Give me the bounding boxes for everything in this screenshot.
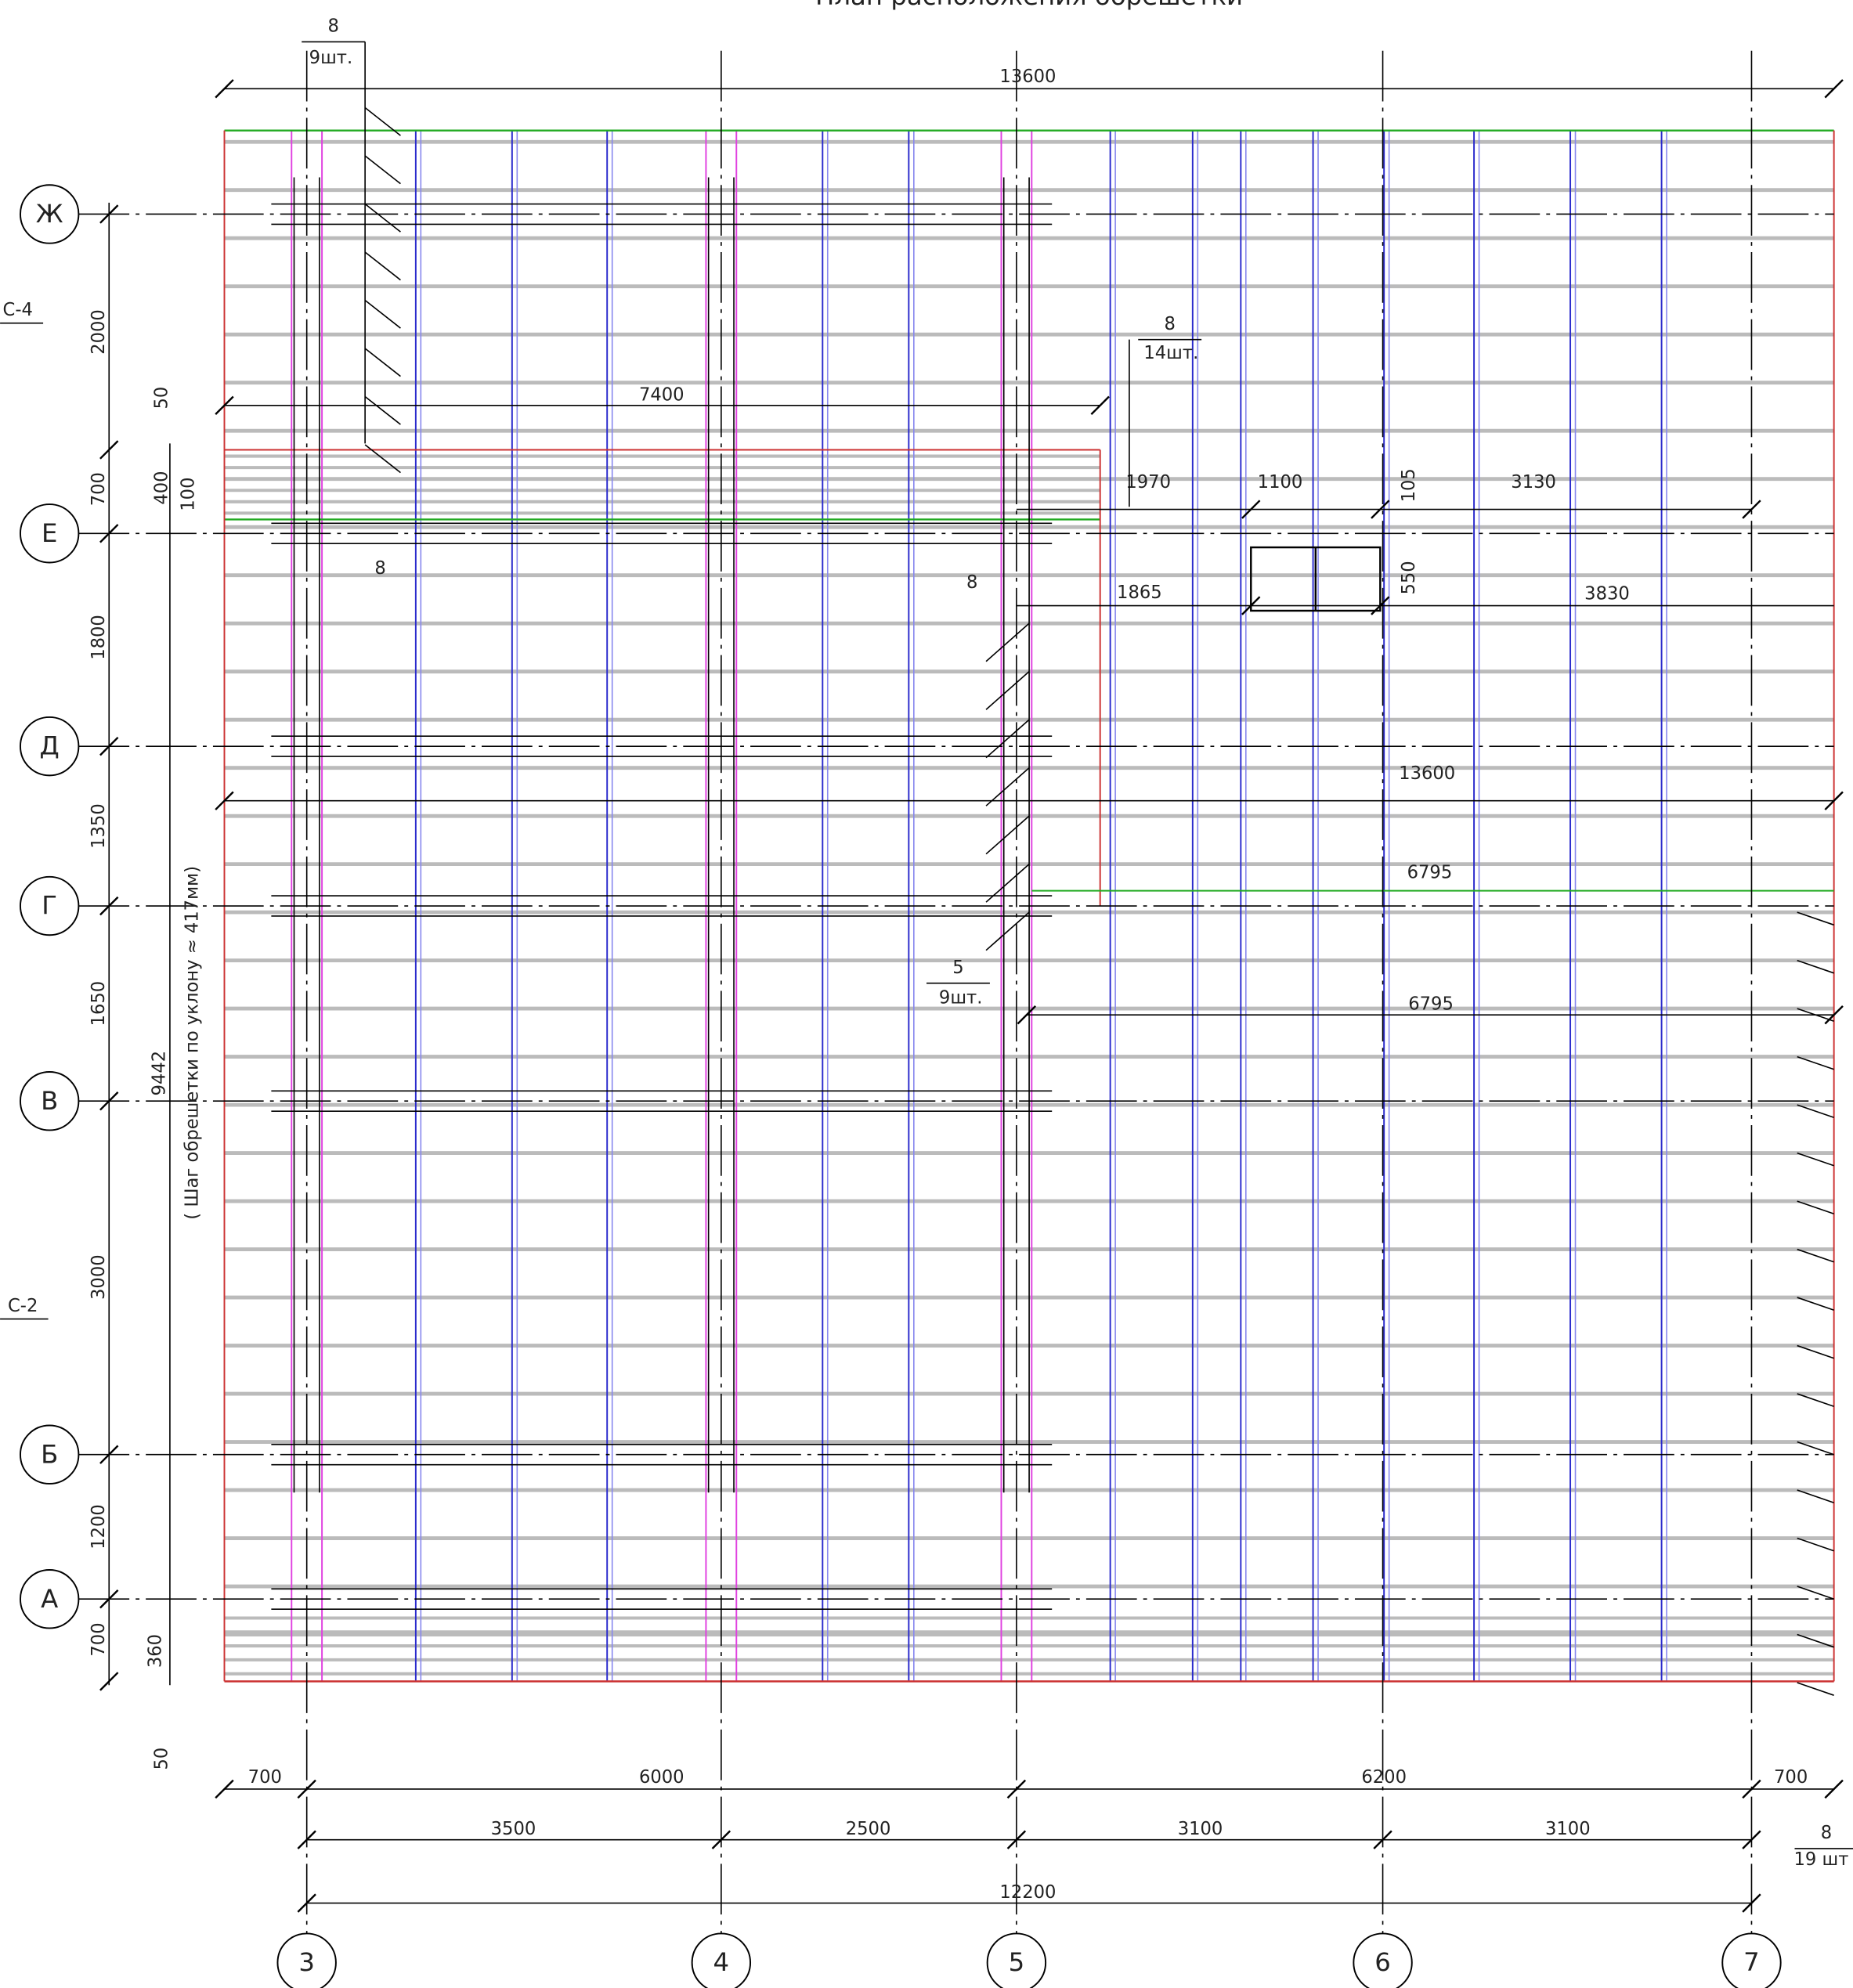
label: 3830	[1584, 583, 1630, 604]
label: 400	[152, 471, 172, 504]
label: Б	[41, 1439, 58, 1469]
label: 3000	[88, 1254, 109, 1300]
label: 3100	[1178, 1819, 1223, 1839]
label: 360	[146, 1634, 166, 1668]
label: 2000	[88, 309, 109, 355]
label: Д	[40, 731, 60, 761]
label: 105	[1399, 468, 1419, 502]
label: ( Шаг обрешетки по уклону ≈ 417мм)	[182, 866, 203, 1220]
label: 3130	[1511, 472, 1556, 492]
label: 3100	[1545, 1819, 1591, 1839]
label: 6795	[1408, 994, 1454, 1015]
label: 6000	[639, 1767, 684, 1788]
label: 50	[152, 387, 172, 410]
page: { "title": "План расположения обрешетки"…	[0, 0, 1853, 1988]
label: 9шт.	[939, 988, 983, 1008]
label: 1865	[1117, 583, 1162, 603]
label: 6795	[1407, 862, 1453, 882]
label: 1800	[88, 615, 109, 660]
label: В	[41, 1086, 58, 1116]
label: 8	[327, 16, 338, 36]
drawing: План расположения обрешетки ЖЕДГВБА34567…	[0, 0, 1853, 1988]
label: 8	[374, 558, 385, 579]
label: 1350	[88, 803, 109, 849]
label: Е	[42, 518, 57, 548]
label: А	[41, 1584, 58, 1614]
label: 50	[152, 1748, 172, 1770]
label: 700	[248, 1767, 282, 1788]
label: 3500	[491, 1819, 536, 1839]
label: С-4	[3, 300, 33, 320]
label: 4	[713, 1947, 730, 1977]
label: 1970	[1125, 472, 1171, 492]
label: 14шт.	[1143, 343, 1198, 363]
label: 5	[1009, 1947, 1025, 1977]
label: 1200	[88, 1504, 109, 1550]
label: 8	[1821, 1823, 1832, 1843]
label: 9442	[149, 1051, 169, 1096]
label: 5	[952, 958, 963, 978]
title: План расположения обрешетки	[815, 0, 1243, 11]
label: 8	[1164, 314, 1175, 334]
label: 550	[1399, 561, 1419, 594]
label: 8	[966, 572, 977, 593]
label: 12200	[999, 1882, 1056, 1903]
label: 2500	[846, 1819, 891, 1839]
label: 13600	[1399, 763, 1455, 784]
label: 700	[88, 1622, 109, 1656]
label: С-2	[8, 1296, 38, 1316]
label: Г	[42, 891, 57, 921]
label: 6	[1374, 1947, 1391, 1977]
label: 7	[1743, 1947, 1760, 1977]
label: Ж	[36, 199, 63, 229]
label: 13600	[999, 67, 1056, 87]
label: 1650	[88, 981, 109, 1026]
label: 1100	[1258, 472, 1303, 492]
label: 7400	[639, 384, 684, 405]
label: 9шт.	[309, 48, 353, 68]
label: 6200	[1361, 1767, 1407, 1788]
label: 700	[88, 472, 109, 506]
label: 700	[1774, 1767, 1808, 1788]
label: 19 шт	[1794, 1849, 1849, 1870]
label: 100	[179, 477, 199, 511]
label: 3	[298, 1947, 315, 1977]
